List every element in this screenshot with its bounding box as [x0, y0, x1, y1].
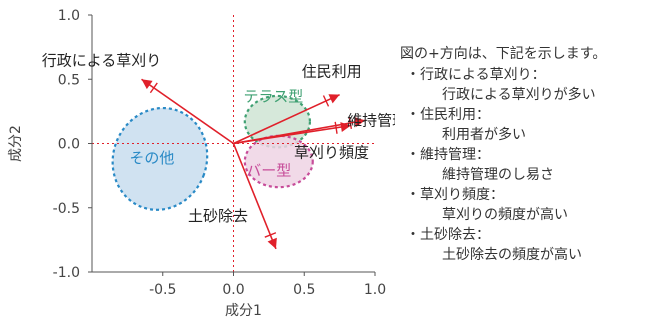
- arrow-cross: [334, 121, 338, 134]
- x-tick-label: -0.5: [149, 282, 176, 298]
- x-tick-label: 1.0: [364, 282, 386, 298]
- arrow-cross: [149, 82, 158, 94]
- cluster-label: バー型: [246, 161, 291, 179]
- y-tick-label: 0.5: [58, 72, 80, 88]
- x-tick-label: 0.0: [222, 282, 244, 298]
- arrow-head: [328, 94, 340, 104]
- cluster-ellipse-0: [111, 106, 209, 211]
- arrow-label: 住民利用: [302, 63, 362, 81]
- arrow-label: 土砂除去: [188, 207, 248, 225]
- arrow-label: 草刈り頻度: [294, 144, 369, 162]
- legend-item-desc: 利用者が多い: [442, 127, 526, 143]
- legend-items: ・行政による草刈り： 行政による草刈りが多い・住民利用： 利用者が多い・維持管理： 維…: [400, 65, 668, 265]
- cluster-label: テラス型: [244, 88, 304, 106]
- legend-item-desc: 行政による草刈りが多い: [442, 87, 596, 103]
- y-tick-label: -0.5: [53, 201, 80, 217]
- legend-item-name: ・維持管理：: [406, 147, 490, 163]
- arrow-head: [340, 122, 351, 132]
- cluster-label: その他: [129, 149, 174, 167]
- x-axis-title: 成分1: [225, 303, 262, 319]
- arrow-line: [141, 78, 234, 145]
- legend-item-name: ・住民利用：: [406, 107, 490, 123]
- arrow-line: [233, 93, 340, 145]
- legend-item-desc: 維持管理のし易さ: [442, 167, 554, 183]
- legend-heading: 図の+方向は、下記を示します。: [400, 46, 607, 62]
- direction-legend: 図の+方向は、下記を示します。 ・行政による草刈り： 行政による草刈りが多い・住民…: [400, 44, 668, 265]
- arrow-cross: [348, 116, 353, 129]
- arrow-head: [354, 117, 366, 128]
- labels: 1.0 0.5 0.0 -0.5 -1.0 -0.5 0.0 0.5 1.0 成分1 成分2 行政によ…: [8, 8, 395, 319]
- arrow-line: [233, 124, 352, 145]
- cluster-ellipses: [111, 94, 314, 211]
- legend-item-desc: 土砂除去の頻度が高い: [442, 247, 582, 263]
- y-axis-title: 成分2: [8, 125, 24, 162]
- axes: [88, 14, 376, 276]
- y-tick-label: -1.0: [53, 265, 80, 281]
- legend-item-desc: 草刈りの頻度が高い: [442, 207, 568, 223]
- y-tick-label: 0.0: [58, 137, 80, 153]
- legend-item-name: ・土砂除去：: [406, 227, 490, 243]
- arrow-label: 行政による草刈り: [42, 51, 162, 69]
- y-tick-label: 1.0: [58, 8, 80, 24]
- arrow-cross: [322, 95, 330, 107]
- arrow-head: [141, 79, 153, 90]
- x-tick-label: 0.5: [293, 282, 315, 298]
- loading-arrows: [141, 78, 366, 250]
- arrow-head: [267, 237, 277, 249]
- biplot-chart: 1.0 0.5 0.0 -0.5 -1.0 -0.5 0.0 0.5 1.0 成分1 成分2 行政によ…: [8, 8, 395, 319]
- legend-item-name: ・行政による草刈り：: [406, 67, 546, 83]
- arrow-label: 維持管理: [347, 111, 395, 129]
- arrow-line: [232, 143, 277, 250]
- arrow-cross: [264, 232, 277, 238]
- legend-item-name: ・草刈り頻度：: [406, 187, 504, 203]
